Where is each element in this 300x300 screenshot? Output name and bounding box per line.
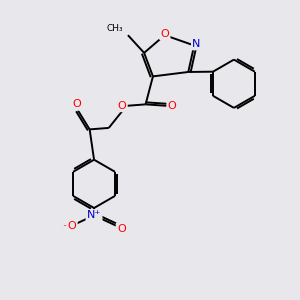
Text: O: O (160, 29, 169, 39)
Text: O: O (168, 101, 176, 111)
Text: N⁺: N⁺ (87, 210, 101, 220)
Text: O: O (117, 224, 126, 234)
Text: O: O (72, 99, 81, 110)
Text: CH₃: CH₃ (107, 24, 124, 33)
Text: O: O (118, 101, 126, 111)
Text: ⁻: ⁻ (62, 222, 69, 235)
Text: N: N (192, 39, 201, 49)
Text: O: O (68, 221, 76, 231)
